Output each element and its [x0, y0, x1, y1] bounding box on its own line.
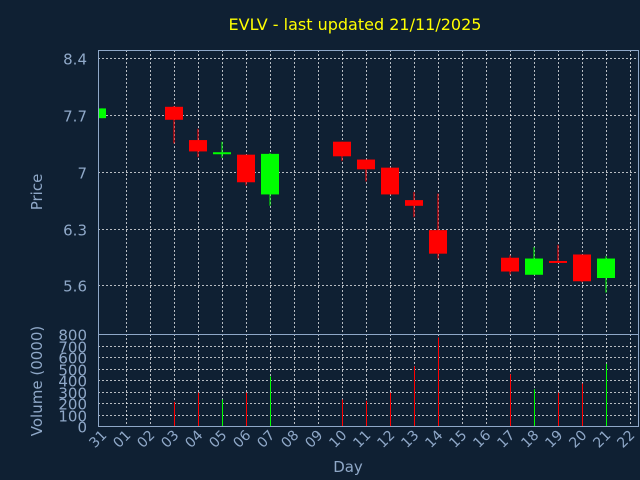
grid-layer — [98, 50, 638, 426]
candle-body-up — [213, 152, 231, 155]
candle-body-down — [189, 140, 207, 152]
x-axis-label: Day — [333, 458, 363, 476]
candle-body-down — [501, 257, 519, 272]
volume-panel-frame — [98, 334, 639, 427]
candle-body-down — [165, 106, 183, 120]
volume-tick-label: 400 — [58, 373, 87, 391]
y-axis-label: Price — [28, 174, 46, 211]
candle-body-down — [357, 159, 375, 170]
price-tick-label: 6.3 — [63, 222, 87, 240]
volume-tick-label: 700 — [58, 339, 87, 357]
candles — [98, 105, 615, 293]
volume-tick-label: 100 — [58, 408, 87, 426]
candle-body-up — [525, 258, 543, 275]
volume-tick-label: 300 — [58, 385, 87, 403]
volume-axis-label: Volume (0000) — [28, 326, 46, 436]
candle-body-down — [573, 254, 591, 282]
volume-tick-label: 800 — [58, 327, 87, 345]
volume-tick-label: 500 — [58, 362, 87, 380]
price-tick-label: 7.7 — [63, 108, 87, 126]
volume-bars — [174, 337, 607, 426]
candle-body-up — [597, 258, 615, 279]
chart-title: EVLV - last updated 21/11/2025 — [229, 15, 482, 34]
volume-tick-label: 600 — [58, 350, 87, 368]
price-tick-label: 8.4 — [63, 51, 87, 69]
candle-body-up — [98, 108, 106, 119]
candle-body-up — [261, 153, 279, 195]
candle-body-down — [405, 200, 423, 206]
volume-tick-label: 200 — [58, 396, 87, 414]
price-tick-label: 7 — [77, 165, 87, 183]
candle-body-down — [333, 141, 351, 157]
candle-body-down — [237, 154, 255, 183]
candle-body-down — [429, 230, 447, 254]
price-tick-label: 5.6 — [63, 278, 87, 296]
volume-tick-label: 0 — [77, 419, 87, 437]
candle-body-down — [549, 260, 567, 263]
candle-body-down — [381, 167, 399, 195]
